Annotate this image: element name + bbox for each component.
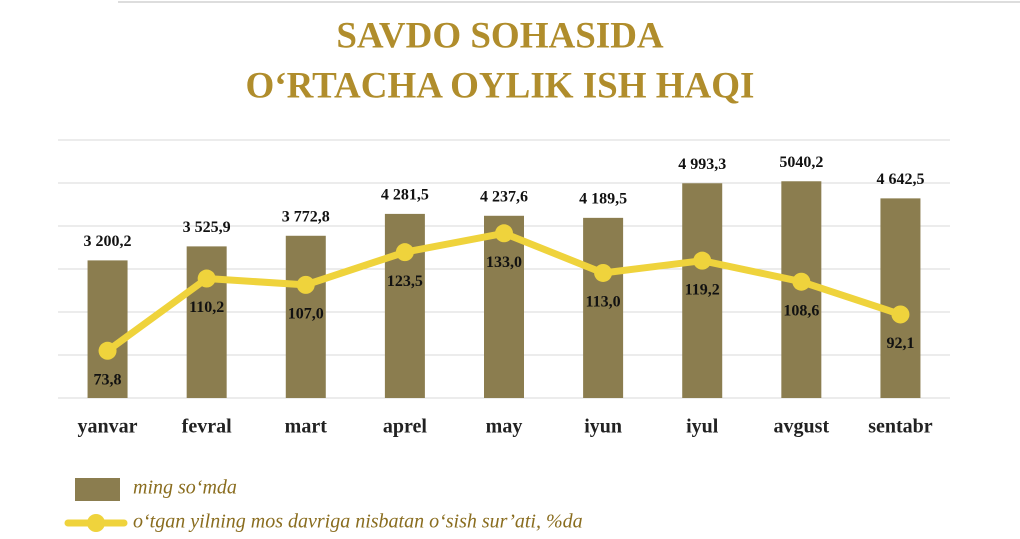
data-label: 4 642,5	[876, 171, 924, 188]
data-label: 3 200,2	[84, 233, 132, 250]
data-label: 133,0	[486, 254, 522, 271]
chart-title: O‘RTACHA OYLIK ISH HAQI	[246, 65, 755, 106]
legend-swatch	[87, 514, 105, 532]
legend-label: o‘tgan yilning mos davriga nisbatan o‘si…	[133, 511, 583, 533]
x-tick-label: mart	[285, 416, 328, 438]
data-label: 4 993,3	[678, 156, 726, 173]
x-tick-label: iyul	[686, 416, 719, 438]
data-label: 108,6	[783, 302, 819, 319]
bar	[484, 215, 524, 398]
data-label: 4 281,5	[381, 187, 429, 204]
data-label: 107,0	[288, 306, 324, 323]
bar	[285, 235, 326, 398]
bar	[880, 198, 921, 398]
data-label: 110,2	[189, 299, 224, 316]
line-point	[98, 341, 117, 360]
x-tick-label: aprel	[383, 416, 428, 438]
data-label: 119,2	[685, 281, 720, 298]
data-label: 123,5	[387, 273, 423, 290]
data-label: 73,8	[94, 371, 122, 388]
bar	[384, 213, 425, 398]
line-point	[395, 243, 414, 262]
bar	[682, 183, 723, 398]
data-label: 3 525,9	[183, 219, 231, 236]
data-label: 113,0	[586, 294, 621, 311]
x-tick-label: avgust	[774, 416, 830, 438]
data-label: 4 189,5	[579, 191, 627, 208]
legend-label: ming so‘mda	[133, 477, 237, 499]
bar	[583, 217, 624, 398]
data-label: 92,1	[886, 335, 914, 352]
line-point	[792, 272, 811, 291]
line-point	[693, 251, 712, 270]
x-tick-label: may	[486, 416, 523, 438]
x-tick-label: sentabr	[868, 416, 933, 438]
line-point	[594, 263, 613, 282]
line-point	[296, 275, 315, 294]
bar	[186, 246, 227, 398]
data-label: 5040,2	[779, 154, 823, 171]
line-point	[197, 269, 216, 288]
x-tick-label: fevral	[182, 416, 232, 438]
data-label: 4 237,6	[480, 188, 528, 205]
line-point	[891, 305, 910, 324]
bar	[87, 260, 128, 398]
line-point	[495, 224, 513, 243]
data-label: 3 772,8	[282, 208, 330, 225]
chart-title: SAVDO SOHASIDA	[336, 15, 664, 56]
x-tick-label: iyun	[584, 416, 622, 438]
legend-swatch	[75, 478, 120, 501]
x-tick-label: yanvar	[78, 416, 138, 438]
